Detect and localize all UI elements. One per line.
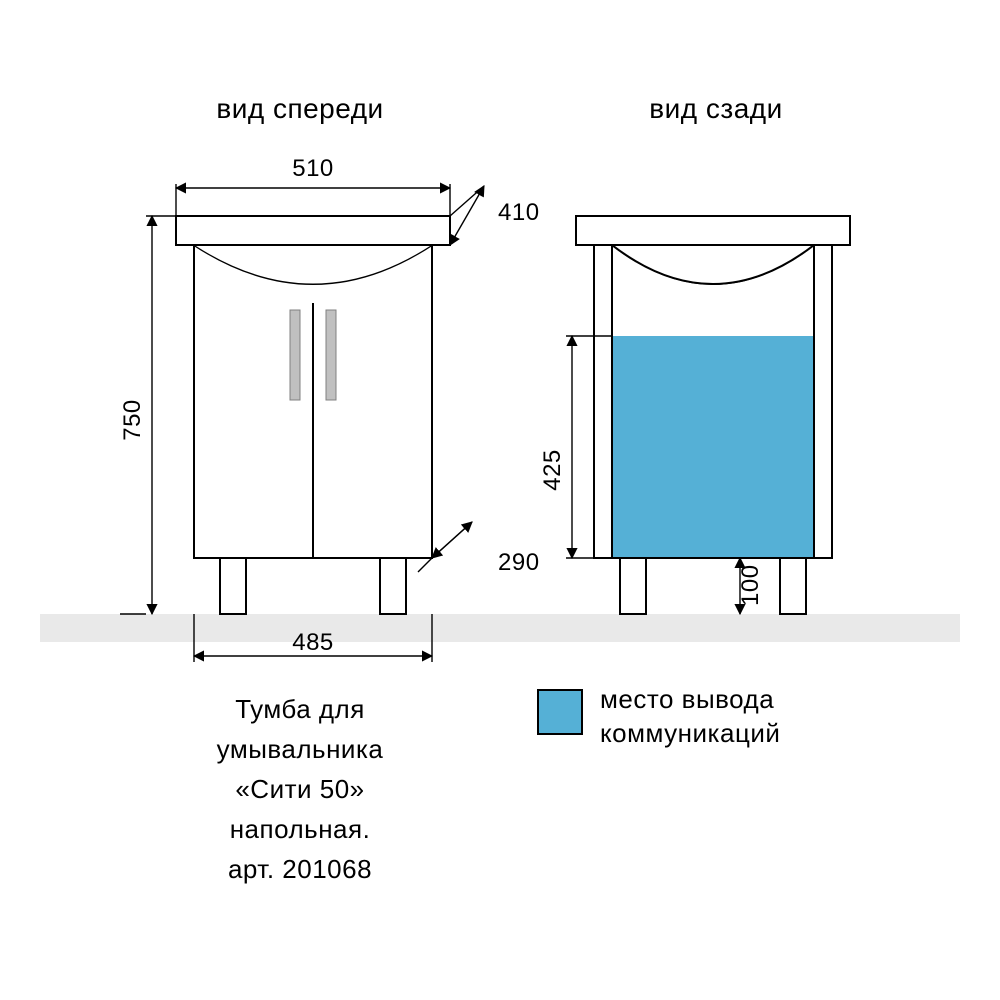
dim-label: 510 — [292, 155, 334, 182]
floor-strip — [40, 614, 960, 642]
svg-text:арт. 201068: арт. 201068 — [228, 854, 372, 884]
door-handle-left — [290, 310, 300, 400]
door-handle-right — [326, 310, 336, 400]
svg-text:умывальника: умывальника — [217, 734, 384, 764]
title-front: вид спереди — [216, 93, 383, 124]
legend-swatch — [538, 690, 582, 734]
rear-view — [576, 216, 850, 614]
front-view — [176, 216, 450, 614]
service-opening — [612, 336, 814, 558]
legend: место вывода коммуникаций — [538, 684, 780, 748]
dim-label: 485 — [292, 629, 334, 656]
svg-text:место вывода: место вывода — [600, 684, 774, 714]
svg-text:«Сити 50»: «Сити 50» — [235, 774, 364, 804]
svg-text:напольная.: напольная. — [230, 814, 371, 844]
svg-text:коммуникаций: коммуникаций — [600, 718, 780, 748]
cabinet-leg — [620, 558, 646, 614]
dim-label: 425 — [539, 449, 566, 491]
technical-drawing: вид спереди вид сзади 510 410 750 290 48… — [0, 0, 1000, 1000]
svg-text:Тумба для: Тумба для — [235, 694, 365, 724]
cabinet-leg — [380, 558, 406, 614]
caption: Тумба для умывальника «Сити 50» напольна… — [217, 694, 384, 884]
dim-label: 750 — [119, 399, 146, 441]
dim-label: 290 — [498, 549, 540, 576]
cabinet-leg — [220, 558, 246, 614]
title-rear: вид сзади — [649, 93, 783, 124]
cabinet-leg — [780, 558, 806, 614]
dim-label: 100 — [737, 564, 764, 606]
dim-label: 410 — [498, 199, 540, 226]
